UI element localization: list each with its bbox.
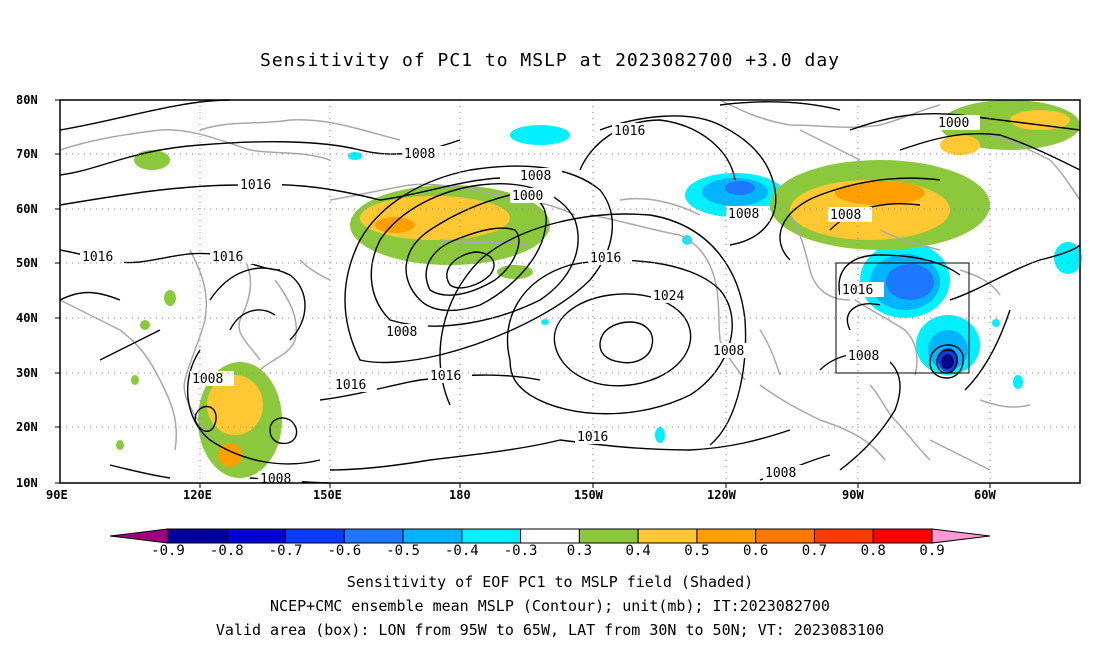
colorbar-swatch [696,528,757,544]
colorbar-label: -0.4 [444,543,479,559]
colorbar-swatch [637,528,698,544]
lat-tick-label: 20N [16,420,38,434]
lat-axis: 80N 70N 60N 50N 40N 30N 20N 10N [16,93,60,490]
contour-label: 1016 [212,250,243,265]
colorbar-swatch [755,528,815,544]
colorbar-swatch [813,528,874,544]
lon-tick-label: 120W [707,488,737,502]
lon-tick-label: 150W [574,488,604,502]
contour-label: 1000 [512,189,543,204]
contour-label: 1008 [404,147,435,162]
contour-label: 1016 [577,430,608,445]
contour-label: 1016 [82,250,113,265]
colorbar-label: 0.7 [801,543,828,559]
caption-contour: NCEP+CMC ensemble mean MSLP (Contour); u… [270,597,830,615]
colorbar-label: 0.8 [860,543,886,559]
colorbar-swatch [872,528,933,544]
lat-tick-label: 10N [16,476,38,490]
contour-label: 1008 [765,466,796,481]
lon-axis: 90E 120E 150E 180 150W 120W 90W 60W [46,483,996,502]
colorbar-label: -0.3 [503,543,538,559]
colorbar-swatch [226,528,287,544]
lon-tick-label: 90W [842,488,864,502]
contour-label: 1016 [240,178,271,193]
lon-tick-label: 150E [313,488,342,502]
lat-tick-label: 40N [16,311,38,325]
contour-label: 1008 [830,208,861,223]
colorbar-label: 0.4 [625,543,651,559]
contour-label: 1016 [590,251,621,266]
lon-tick-label: 90E [46,488,68,502]
caption-shaded: Sensitivity of EOF PC1 to MSLP field (Sh… [346,573,754,591]
colorbar-swatch [578,528,639,544]
colorbar [109,528,991,544]
contour-label: 1016 [430,369,461,384]
contour-label: 1024 [653,289,684,304]
contour-label: 1008 [260,472,291,487]
lat-tick-label: 50N [16,256,38,270]
colorbar-swatch [343,528,404,544]
lon-tick-label: 60W [974,488,996,502]
colorbar-label: -0.8 [209,543,244,559]
contour-label-group: 1008 1016 1000 1016 1008 1016 1016 1008 … [80,115,980,487]
colorbar-high-arrow [931,528,991,544]
mslp-contours [59,99,1081,484]
colorbar-label: 0.3 [566,543,593,559]
lat-tick-label: 60N [16,202,38,216]
colorbar-label: 0.5 [684,543,710,559]
contour-label: 1008 [713,344,744,359]
colorbar-label: -0.9 [151,543,185,559]
map-frame [59,99,1081,484]
caption-valid-area: Valid area (box): LON from 95W to 65W, L… [215,621,885,639]
lon-tick-label: 180 [449,488,471,502]
colorbar-low-arrow [109,528,169,544]
contour-label: 1000 [938,116,969,131]
colorbar-swatch [167,528,228,544]
contour-label: 1016 [614,124,645,139]
contour-label: 1016 [335,378,366,393]
contour-label: 1008 [386,325,417,340]
lat-tick-label: 70N [16,147,38,161]
map-panel: 1008 1016 1000 1016 1008 1016 1016 1008 … [59,99,1082,487]
contour-label: 1008 [520,169,551,184]
colorbar-label: 0.9 [919,543,945,559]
colorbar-swatch [520,528,580,544]
colorbar-label: -0.5 [386,543,420,559]
lon-tick-label: 120E [183,488,212,502]
lat-tick-label: 30N [16,366,38,380]
valid-area-box [835,262,970,374]
colorbar-label: -0.6 [327,543,362,559]
colorbar-label: 0.6 [743,543,769,559]
lat-tick-label: 80N [16,93,38,107]
contour-label: 1016 [842,283,873,298]
colorbar-label: -0.7 [268,543,303,559]
colorbar-swatch [402,528,463,544]
map-title: Sensitivity of PC1 to MSLP at 2023082700… [259,50,840,71]
colorbar-swatch [461,528,522,544]
colorbar-swatch [285,528,345,544]
contour-label: 1008 [192,372,223,387]
graticule [60,100,1080,483]
contour-label: 1008 [848,349,879,364]
contour-label: 1008 [728,207,759,222]
